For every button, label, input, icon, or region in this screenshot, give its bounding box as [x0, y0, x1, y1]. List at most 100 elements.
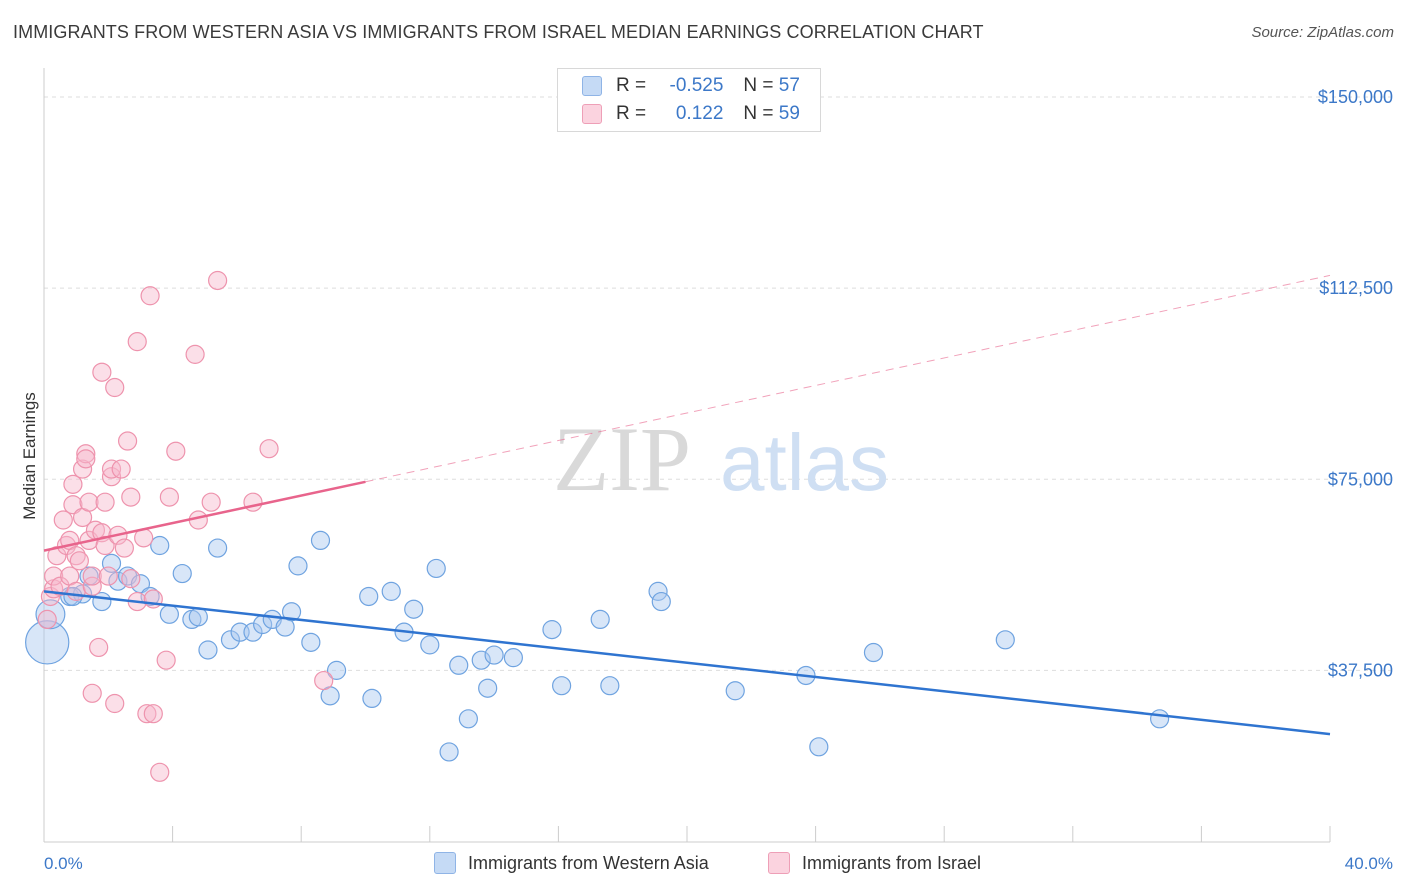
point-western-asia — [651, 591, 671, 612]
point-israel — [66, 581, 86, 601]
legend-row-western-asia: R = -0.525 N = 57 — [582, 74, 800, 98]
legend-r-label: R = — [616, 75, 647, 96]
trend-line-western-asia — [43, 590, 1331, 736]
point-israel — [137, 704, 157, 724]
y-tick-label: $112,500 — [1319, 278, 1393, 298]
watermark: ZIP atlas — [553, 408, 889, 510]
point-western-asia — [140, 586, 160, 607]
y-tick-label: $150,000 — [1318, 87, 1393, 107]
point-western-asia — [600, 676, 620, 696]
point-israel — [63, 474, 83, 494]
point-israel — [95, 492, 115, 512]
point-western-asia — [478, 678, 498, 698]
point-israel — [114, 538, 134, 558]
point-israel — [44, 566, 64, 586]
legend-swatch-pink — [768, 852, 790, 874]
point-israel — [76, 449, 96, 469]
point-israel — [69, 551, 89, 571]
point-israel — [140, 286, 160, 306]
legend-n-value: 57 — [778, 75, 800, 96]
point-western-asia — [35, 599, 66, 630]
legend-row-israel: R = 0.122 N = 59 — [582, 102, 800, 126]
point-israel — [259, 439, 279, 459]
point-western-asia — [243, 622, 263, 642]
point-western-asia — [220, 630, 241, 650]
y-tick-labels: $37,500 $75,000 $112,500 $150,000 — [1318, 87, 1393, 680]
point-western-asia — [198, 640, 218, 660]
point-western-asia — [995, 630, 1015, 650]
point-israel — [101, 459, 122, 479]
point-israel — [159, 487, 179, 507]
point-western-asia — [101, 553, 122, 573]
point-western-asia — [552, 676, 572, 696]
point-israel — [121, 487, 141, 507]
point-western-asia — [542, 620, 562, 640]
point-western-asia — [420, 635, 440, 655]
point-israel — [117, 431, 138, 451]
legend-swatch-blue — [582, 76, 602, 96]
series-legend: Immigrants from Western Asia Immigrants … — [0, 852, 1406, 876]
point-israel — [105, 693, 125, 714]
point-western-asia — [449, 655, 469, 675]
point-israel — [111, 459, 131, 479]
legend-n-value: 59 — [778, 103, 800, 124]
point-western-asia — [150, 535, 170, 556]
point-israel — [166, 441, 186, 461]
point-western-asia — [590, 609, 610, 630]
chart-title: IMMIGRANTS FROM WESTERN ASIA VS IMMIGRAN… — [13, 22, 984, 42]
point-israel — [53, 510, 73, 530]
point-israel — [127, 332, 147, 352]
point-israel — [92, 362, 112, 382]
source-label: Source: ZipAtlas.com — [1251, 24, 1394, 41]
point-western-asia — [281, 602, 302, 622]
point-israel — [79, 492, 99, 512]
point-israel — [201, 492, 221, 512]
x-tick-labels: 0.0% 40.0% — [44, 854, 1393, 873]
point-israel — [143, 704, 163, 724]
legend-n-label: N = — [743, 75, 774, 96]
point-western-asia — [725, 681, 745, 701]
point-western-asia — [310, 530, 331, 551]
data-points — [25, 270, 1170, 782]
gridlines — [44, 96, 1395, 671]
axes — [43, 68, 1331, 843]
point-western-asia — [439, 742, 459, 762]
legend-label: Immigrants from Israel — [802, 852, 982, 873]
point-western-asia — [503, 648, 523, 668]
point-israel — [66, 546, 86, 566]
point-israel — [208, 270, 228, 291]
watermark-zip: ZIP — [553, 408, 691, 510]
point-western-asia — [484, 645, 504, 665]
legend-swatch-blue — [434, 852, 456, 874]
legend-r-value: 0.122 — [675, 103, 724, 124]
point-israel — [63, 495, 83, 515]
y-axis-label: Median Earnings — [20, 392, 39, 520]
legend-r-value: -0.525 — [669, 75, 724, 96]
trend-lines — [43, 274, 1331, 736]
point-western-asia — [471, 650, 491, 670]
point-western-asia — [863, 642, 884, 663]
point-israel — [37, 609, 57, 630]
point-western-asia — [172, 563, 192, 584]
point-western-asia — [404, 599, 424, 619]
legend-item-western-asia: Immigrants from Western Asia — [434, 852, 709, 874]
point-western-asia — [326, 660, 347, 680]
point-israel — [101, 467, 122, 487]
x-tick-label: 0.0% — [44, 854, 83, 873]
y-tick-label: $75,000 — [1328, 469, 1393, 489]
point-israel — [76, 444, 96, 464]
point-israel — [82, 683, 102, 703]
point-israel — [314, 670, 334, 691]
point-western-asia — [25, 620, 70, 665]
point-western-asia — [809, 737, 829, 757]
watermark-atlas: atlas — [720, 418, 889, 507]
legend-r-label: R = — [616, 103, 647, 124]
point-israel — [98, 566, 118, 586]
point-israel — [121, 569, 141, 589]
point-western-asia — [359, 586, 379, 607]
point-western-asia — [1150, 709, 1170, 729]
point-western-asia — [159, 604, 179, 624]
trend-line-israel — [43, 480, 366, 552]
stats-legend: R = -0.525 N = 57 R = 0.122 N = 59 — [557, 68, 821, 132]
point-western-asia — [381, 581, 401, 601]
